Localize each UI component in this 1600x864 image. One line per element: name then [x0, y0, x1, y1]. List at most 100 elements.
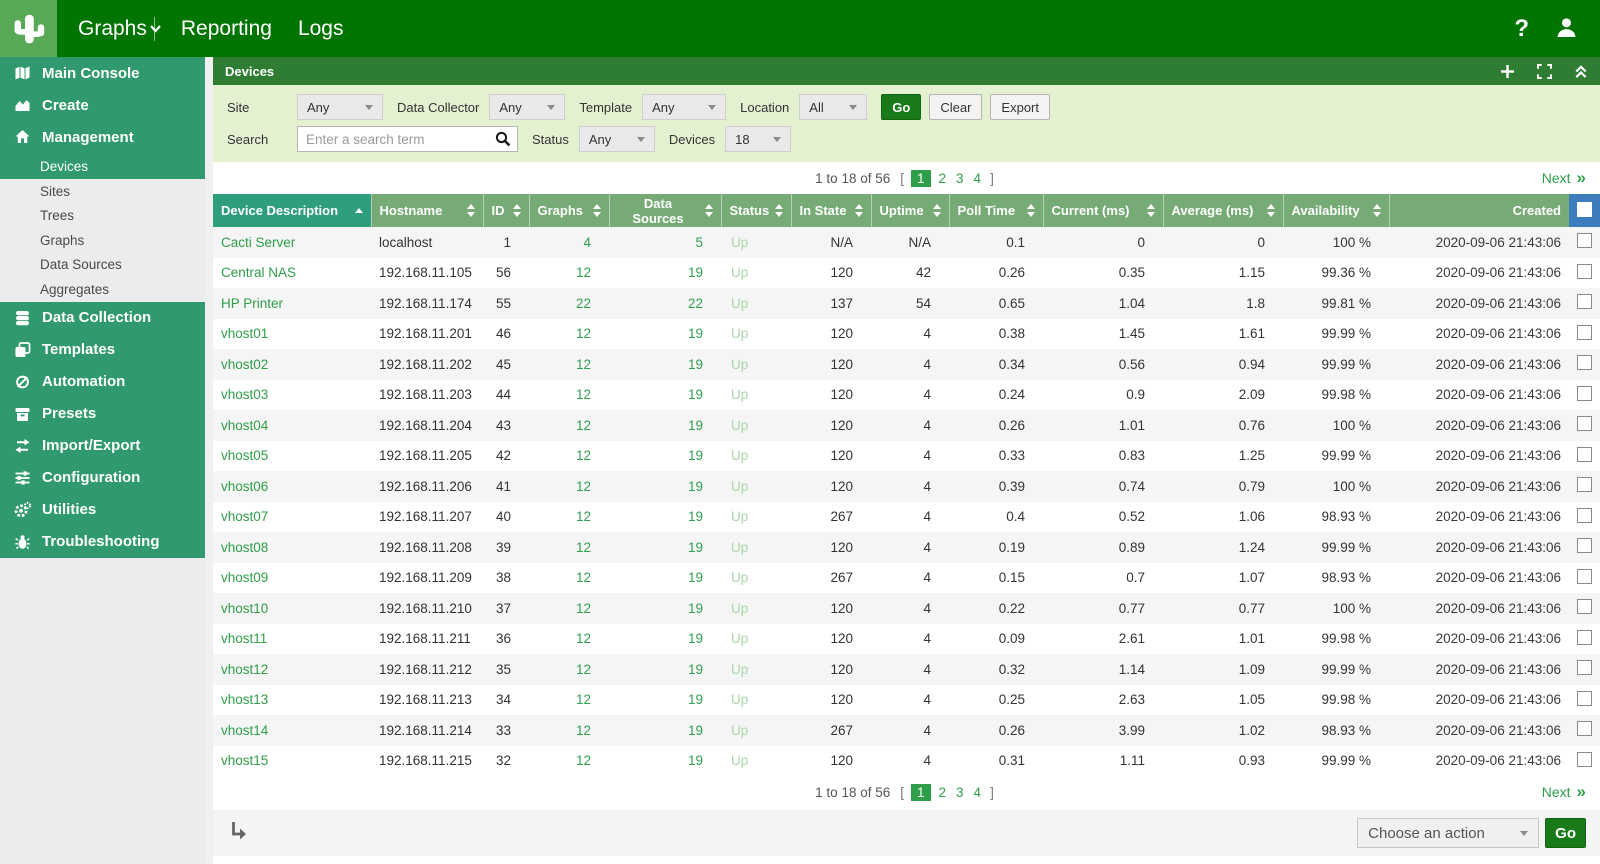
- search-icon[interactable]: [495, 131, 511, 150]
- row-checkbox[interactable]: [1577, 660, 1592, 675]
- filter-export-button[interactable]: Export: [990, 94, 1050, 120]
- sidebar-item-aggregates[interactable]: Aggregates: [0, 277, 205, 302]
- row-checkbox[interactable]: [1577, 630, 1592, 645]
- device-link[interactable]: HP Printer: [221, 296, 283, 311]
- column-header-current-ms[interactable]: Current (ms): [1043, 194, 1163, 227]
- column-header-id[interactable]: ID: [483, 194, 529, 227]
- add-device-icon[interactable]: [1500, 64, 1515, 79]
- device-link[interactable]: vhost03: [221, 387, 268, 402]
- page-link-2[interactable]: 2: [939, 785, 947, 800]
- page-link-4[interactable]: 4: [974, 785, 982, 800]
- sidebar-item-sites[interactable]: Sites: [0, 179, 205, 204]
- device-link[interactable]: Central NAS: [221, 265, 296, 280]
- collapse-panel-icon[interactable]: [1574, 64, 1588, 79]
- cacti-logo[interactable]: [0, 0, 57, 57]
- row-checkbox[interactable]: [1577, 325, 1592, 340]
- column-header-graphs[interactable]: Graphs: [529, 194, 609, 227]
- location-dropdown[interactable]: All: [799, 94, 867, 120]
- column-header-in-state[interactable]: In State: [791, 194, 871, 227]
- row-checkbox[interactable]: [1577, 691, 1592, 706]
- device-link[interactable]: vhost07: [221, 509, 268, 524]
- row-checkbox[interactable]: [1577, 386, 1592, 401]
- template-dropdown[interactable]: Any: [642, 94, 726, 120]
- page-link-3[interactable]: 3: [956, 171, 964, 186]
- row-checkbox[interactable]: [1577, 599, 1592, 614]
- device-link[interactable]: vhost11: [221, 631, 267, 646]
- device-link[interactable]: vhost06: [221, 479, 268, 494]
- sidebar-item-presets[interactable]: Presets: [0, 398, 205, 430]
- cell-average-ms: 1.8: [1163, 288, 1283, 319]
- sidebar-item-create[interactable]: Create: [0, 89, 205, 121]
- device-link[interactable]: vhost12: [221, 662, 268, 677]
- column-header-device-description[interactable]: Device Description: [213, 194, 371, 227]
- sidebar-item-data-collection[interactable]: Data Collection: [0, 302, 205, 334]
- sidebar-item-devices[interactable]: Devices: [0, 153, 205, 179]
- devices-count-dropdown[interactable]: 18: [725, 126, 791, 152]
- data-collector-dropdown[interactable]: Any: [489, 94, 565, 120]
- select-all-checkbox[interactable]: [1577, 202, 1592, 217]
- sidebar-item-configuration[interactable]: Configuration: [0, 462, 205, 494]
- sidebar-item-main-console[interactable]: Main Console: [0, 57, 205, 89]
- device-link[interactable]: vhost04: [221, 418, 268, 433]
- user-icon[interactable]: [1555, 16, 1578, 42]
- device-link[interactable]: vhost13: [221, 692, 268, 707]
- chevron-down-icon[interactable]: [149, 24, 162, 33]
- column-header-hostname[interactable]: Hostname: [371, 194, 483, 227]
- sidebar-item-utilities[interactable]: Utilities: [0, 494, 205, 526]
- sidebar-item-data-sources[interactable]: Data Sources: [0, 253, 205, 278]
- row-checkbox[interactable]: [1577, 355, 1592, 370]
- row-checkbox[interactable]: [1577, 294, 1592, 309]
- device-link[interactable]: vhost05: [221, 448, 268, 463]
- sidebar-item-import-export[interactable]: Import/Export: [0, 430, 205, 462]
- column-header-availability[interactable]: Availability: [1283, 194, 1389, 227]
- sidebar-item-troubleshooting[interactable]: Troubleshooting: [0, 526, 205, 558]
- page-link-3[interactable]: 3: [956, 785, 964, 800]
- status-dropdown[interactable]: Any: [579, 126, 655, 152]
- help-icon[interactable]: ?: [1514, 15, 1529, 43]
- row-checkbox[interactable]: [1577, 233, 1592, 248]
- column-header-uptime[interactable]: Uptime: [871, 194, 949, 227]
- row-checkbox[interactable]: [1577, 447, 1592, 462]
- device-link[interactable]: vhost02: [221, 357, 268, 372]
- column-header-data-sources[interactable]: Data Sources: [609, 194, 721, 227]
- device-link[interactable]: vhost10: [221, 601, 268, 616]
- page-current[interactable]: 1: [911, 784, 931, 801]
- device-link[interactable]: Cacti Server: [221, 235, 295, 250]
- device-link[interactable]: vhost01: [221, 326, 268, 341]
- sidebar-item-trees[interactable]: Trees: [0, 204, 205, 229]
- filter-go-button[interactable]: Go: [881, 94, 921, 120]
- next-page-link[interactable]: Next»: [1542, 776, 1586, 808]
- next-page-link[interactable]: Next»: [1542, 162, 1586, 194]
- row-checkbox[interactable]: [1577, 569, 1592, 584]
- sidebar-item-templates[interactable]: Templates: [0, 334, 205, 366]
- filter-clear-button[interactable]: Clear: [929, 94, 982, 120]
- row-checkbox[interactable]: [1577, 752, 1592, 767]
- row-checkbox[interactable]: [1577, 477, 1592, 492]
- page-link-4[interactable]: 4: [974, 171, 982, 186]
- device-link[interactable]: vhost14: [221, 723, 268, 738]
- sidebar-item-automation[interactable]: Automation: [0, 366, 205, 398]
- tab-reporting[interactable]: Reporting: [168, 17, 285, 41]
- row-checkbox[interactable]: [1577, 721, 1592, 736]
- sidebar-item-management[interactable]: Management: [0, 121, 205, 153]
- fullscreen-icon[interactable]: [1537, 64, 1552, 79]
- row-checkbox[interactable]: [1577, 264, 1592, 279]
- tab-logs[interactable]: Logs: [285, 17, 357, 41]
- device-link[interactable]: vhost15: [221, 753, 268, 768]
- sidebar-item-graphs[interactable]: Graphs: [0, 228, 205, 253]
- row-checkbox[interactable]: [1577, 508, 1592, 523]
- column-header-status[interactable]: Status: [721, 194, 791, 227]
- search-input[interactable]: [297, 126, 518, 152]
- row-checkbox[interactable]: [1577, 416, 1592, 431]
- action-go-button[interactable]: Go: [1545, 818, 1586, 848]
- tab-graphs[interactable]: Graphs: [65, 17, 160, 41]
- device-link[interactable]: vhost08: [221, 540, 268, 555]
- choose-action-dropdown[interactable]: Choose an action: [1357, 818, 1539, 848]
- column-header-poll-time[interactable]: Poll Time: [949, 194, 1043, 227]
- row-checkbox[interactable]: [1577, 538, 1592, 553]
- device-link[interactable]: vhost09: [221, 570, 268, 585]
- page-link-2[interactable]: 2: [939, 171, 947, 186]
- page-current[interactable]: 1: [911, 170, 931, 187]
- column-header-average-ms[interactable]: Average (ms): [1163, 194, 1283, 227]
- site-dropdown[interactable]: Any: [297, 94, 383, 120]
